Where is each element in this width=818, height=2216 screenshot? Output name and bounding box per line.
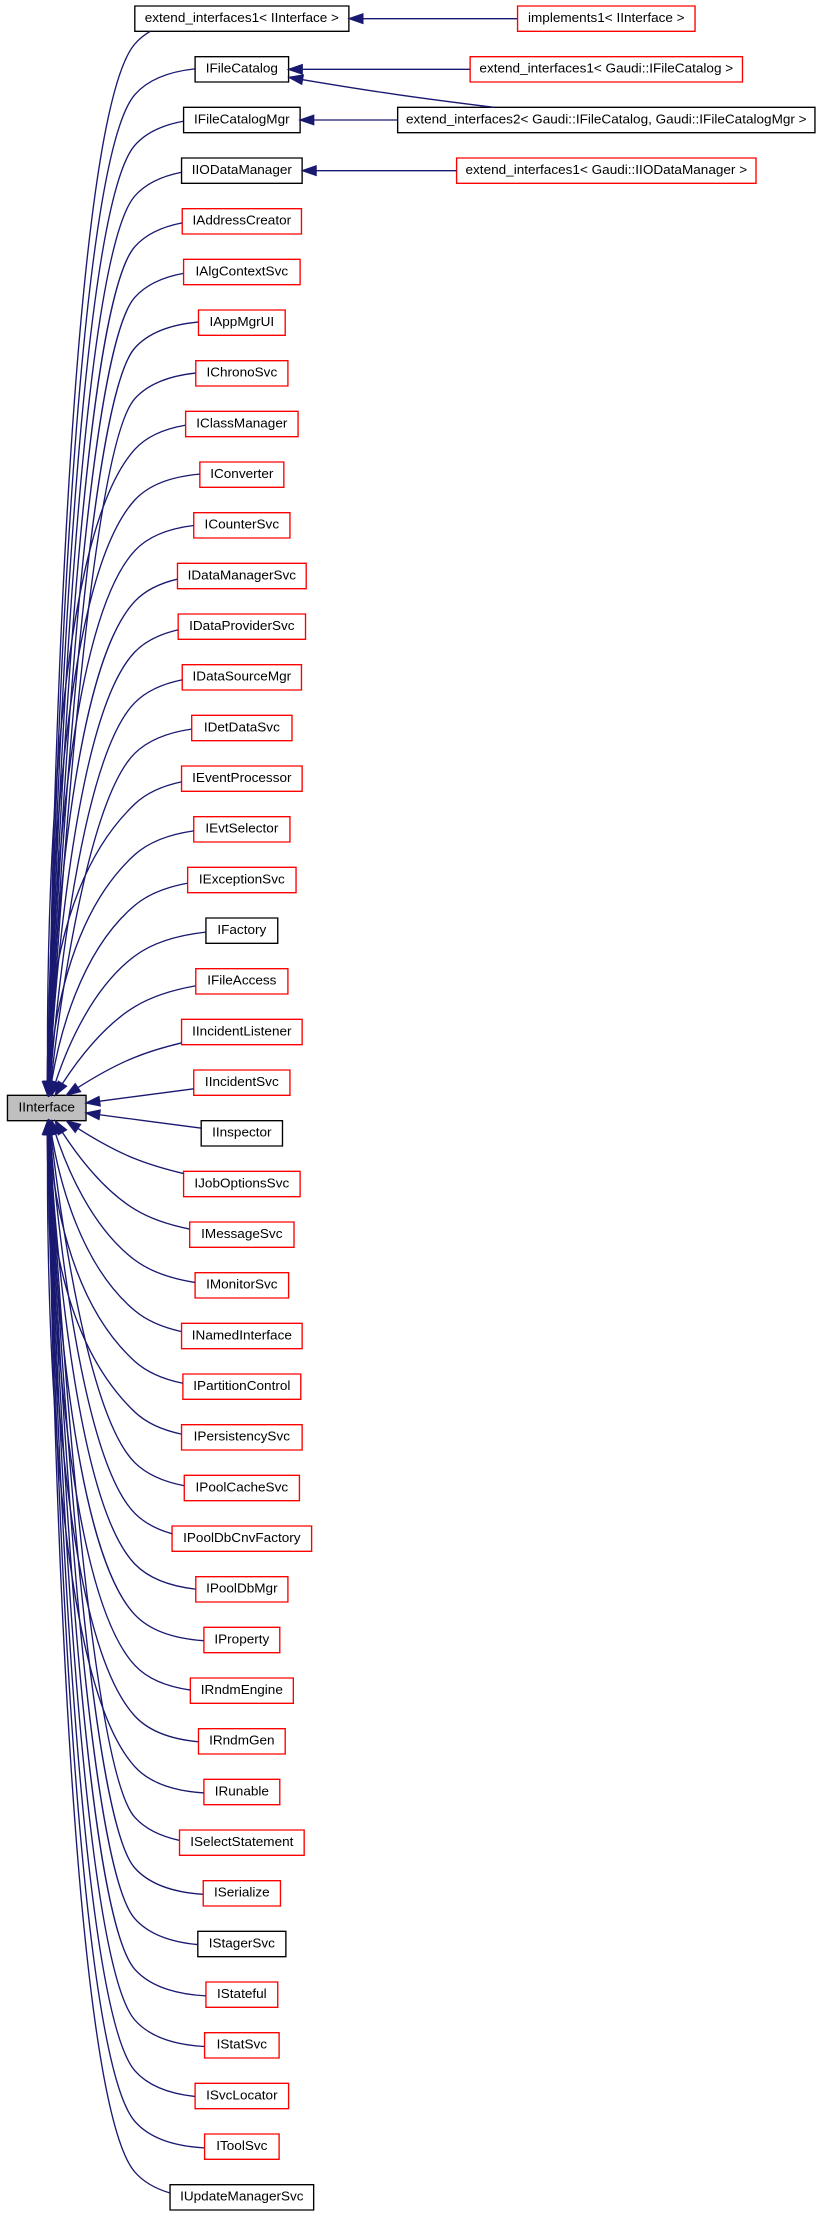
svg-text:IEventProcessor: IEventProcessor bbox=[192, 770, 292, 785]
svg-text:IRunable: IRunable bbox=[215, 1783, 269, 1798]
svg-text:IPartitionControl: IPartitionControl bbox=[193, 1378, 290, 1393]
svg-text:extend_interfaces1< Gaudi::IFi: extend_interfaces1< Gaudi::IFileCatalog … bbox=[479, 61, 733, 76]
svg-text:IFileAccess: IFileAccess bbox=[207, 973, 277, 988]
svg-text:IMonitorSvc: IMonitorSvc bbox=[206, 1277, 278, 1292]
svg-text:IInspector: IInspector bbox=[212, 1125, 272, 1140]
svg-text:IChronoSvc: IChronoSvc bbox=[206, 365, 277, 380]
svg-text:extend_interfaces2< Gaudi::IFi: extend_interfaces2< Gaudi::IFileCatalog,… bbox=[406, 111, 807, 126]
svg-text:IJobOptionsSvc: IJobOptionsSvc bbox=[194, 1175, 289, 1190]
svg-text:IToolSvc: IToolSvc bbox=[216, 2138, 267, 2153]
svg-text:ISelectStatement: ISelectStatement bbox=[190, 1834, 293, 1849]
svg-text:implements1< IInterface >: implements1< IInterface > bbox=[528, 10, 685, 25]
svg-text:IFactory: IFactory bbox=[217, 922, 266, 937]
svg-text:IAlgContextSvc: IAlgContextSvc bbox=[196, 263, 289, 278]
svg-text:IStatSvc: IStatSvc bbox=[217, 2037, 268, 2052]
svg-text:IPoolDbMgr: IPoolDbMgr bbox=[206, 1581, 278, 1596]
svg-text:extend_interfaces1< IInterface: extend_interfaces1< IInterface > bbox=[145, 10, 339, 25]
svg-text:IFileCatalogMgr: IFileCatalogMgr bbox=[194, 111, 290, 126]
svg-text:IConverter: IConverter bbox=[210, 466, 274, 481]
svg-text:IEvtSelector: IEvtSelector bbox=[205, 821, 279, 836]
svg-text:IFileCatalog: IFileCatalog bbox=[206, 61, 278, 76]
svg-text:IMessageSvc: IMessageSvc bbox=[201, 1226, 283, 1241]
svg-text:IStateful: IStateful bbox=[217, 1986, 267, 2001]
svg-text:IAddressCreator: IAddressCreator bbox=[193, 213, 292, 228]
svg-text:IProperty: IProperty bbox=[214, 1631, 269, 1646]
svg-text:IDataSourceMgr: IDataSourceMgr bbox=[193, 669, 292, 684]
svg-text:IInterface: IInterface bbox=[19, 1099, 75, 1114]
svg-text:IIncidentListener: IIncidentListener bbox=[192, 1023, 292, 1038]
svg-text:extend_interfaces1< Gaudi::IIO: extend_interfaces1< Gaudi::IIODataManage… bbox=[466, 162, 748, 177]
svg-text:IRndmEngine: IRndmEngine bbox=[201, 1682, 283, 1697]
svg-text:ICounterSvc: ICounterSvc bbox=[205, 517, 280, 532]
svg-text:INamedInterface: INamedInterface bbox=[192, 1327, 292, 1342]
svg-text:IPoolDbCnvFactory: IPoolDbCnvFactory bbox=[183, 1530, 301, 1545]
svg-text:IIncidentSvc: IIncidentSvc bbox=[205, 1074, 279, 1089]
svg-text:ISvcLocator: ISvcLocator bbox=[206, 2087, 278, 2102]
svg-text:IPersistencySvc: IPersistencySvc bbox=[194, 1429, 291, 1444]
svg-text:IDataManagerSvc: IDataManagerSvc bbox=[188, 567, 297, 582]
svg-text:IDataProviderSvc: IDataProviderSvc bbox=[189, 618, 295, 633]
svg-text:IExceptionSvc: IExceptionSvc bbox=[199, 871, 285, 886]
svg-text:IClassManager: IClassManager bbox=[196, 415, 288, 430]
svg-text:IRndmGen: IRndmGen bbox=[209, 1733, 275, 1748]
svg-text:IIODataManager: IIODataManager bbox=[192, 162, 293, 177]
svg-text:ISerialize: ISerialize bbox=[214, 1885, 270, 1900]
svg-text:IUpdateManagerSvc: IUpdateManagerSvc bbox=[180, 2189, 304, 2204]
svg-text:IStagerSvc: IStagerSvc bbox=[209, 1935, 276, 1950]
svg-text:IDetDataSvc: IDetDataSvc bbox=[204, 719, 280, 734]
svg-text:IAppMgrUI: IAppMgrUI bbox=[209, 314, 274, 329]
svg-text:IPoolCacheSvc: IPoolCacheSvc bbox=[196, 1479, 289, 1494]
